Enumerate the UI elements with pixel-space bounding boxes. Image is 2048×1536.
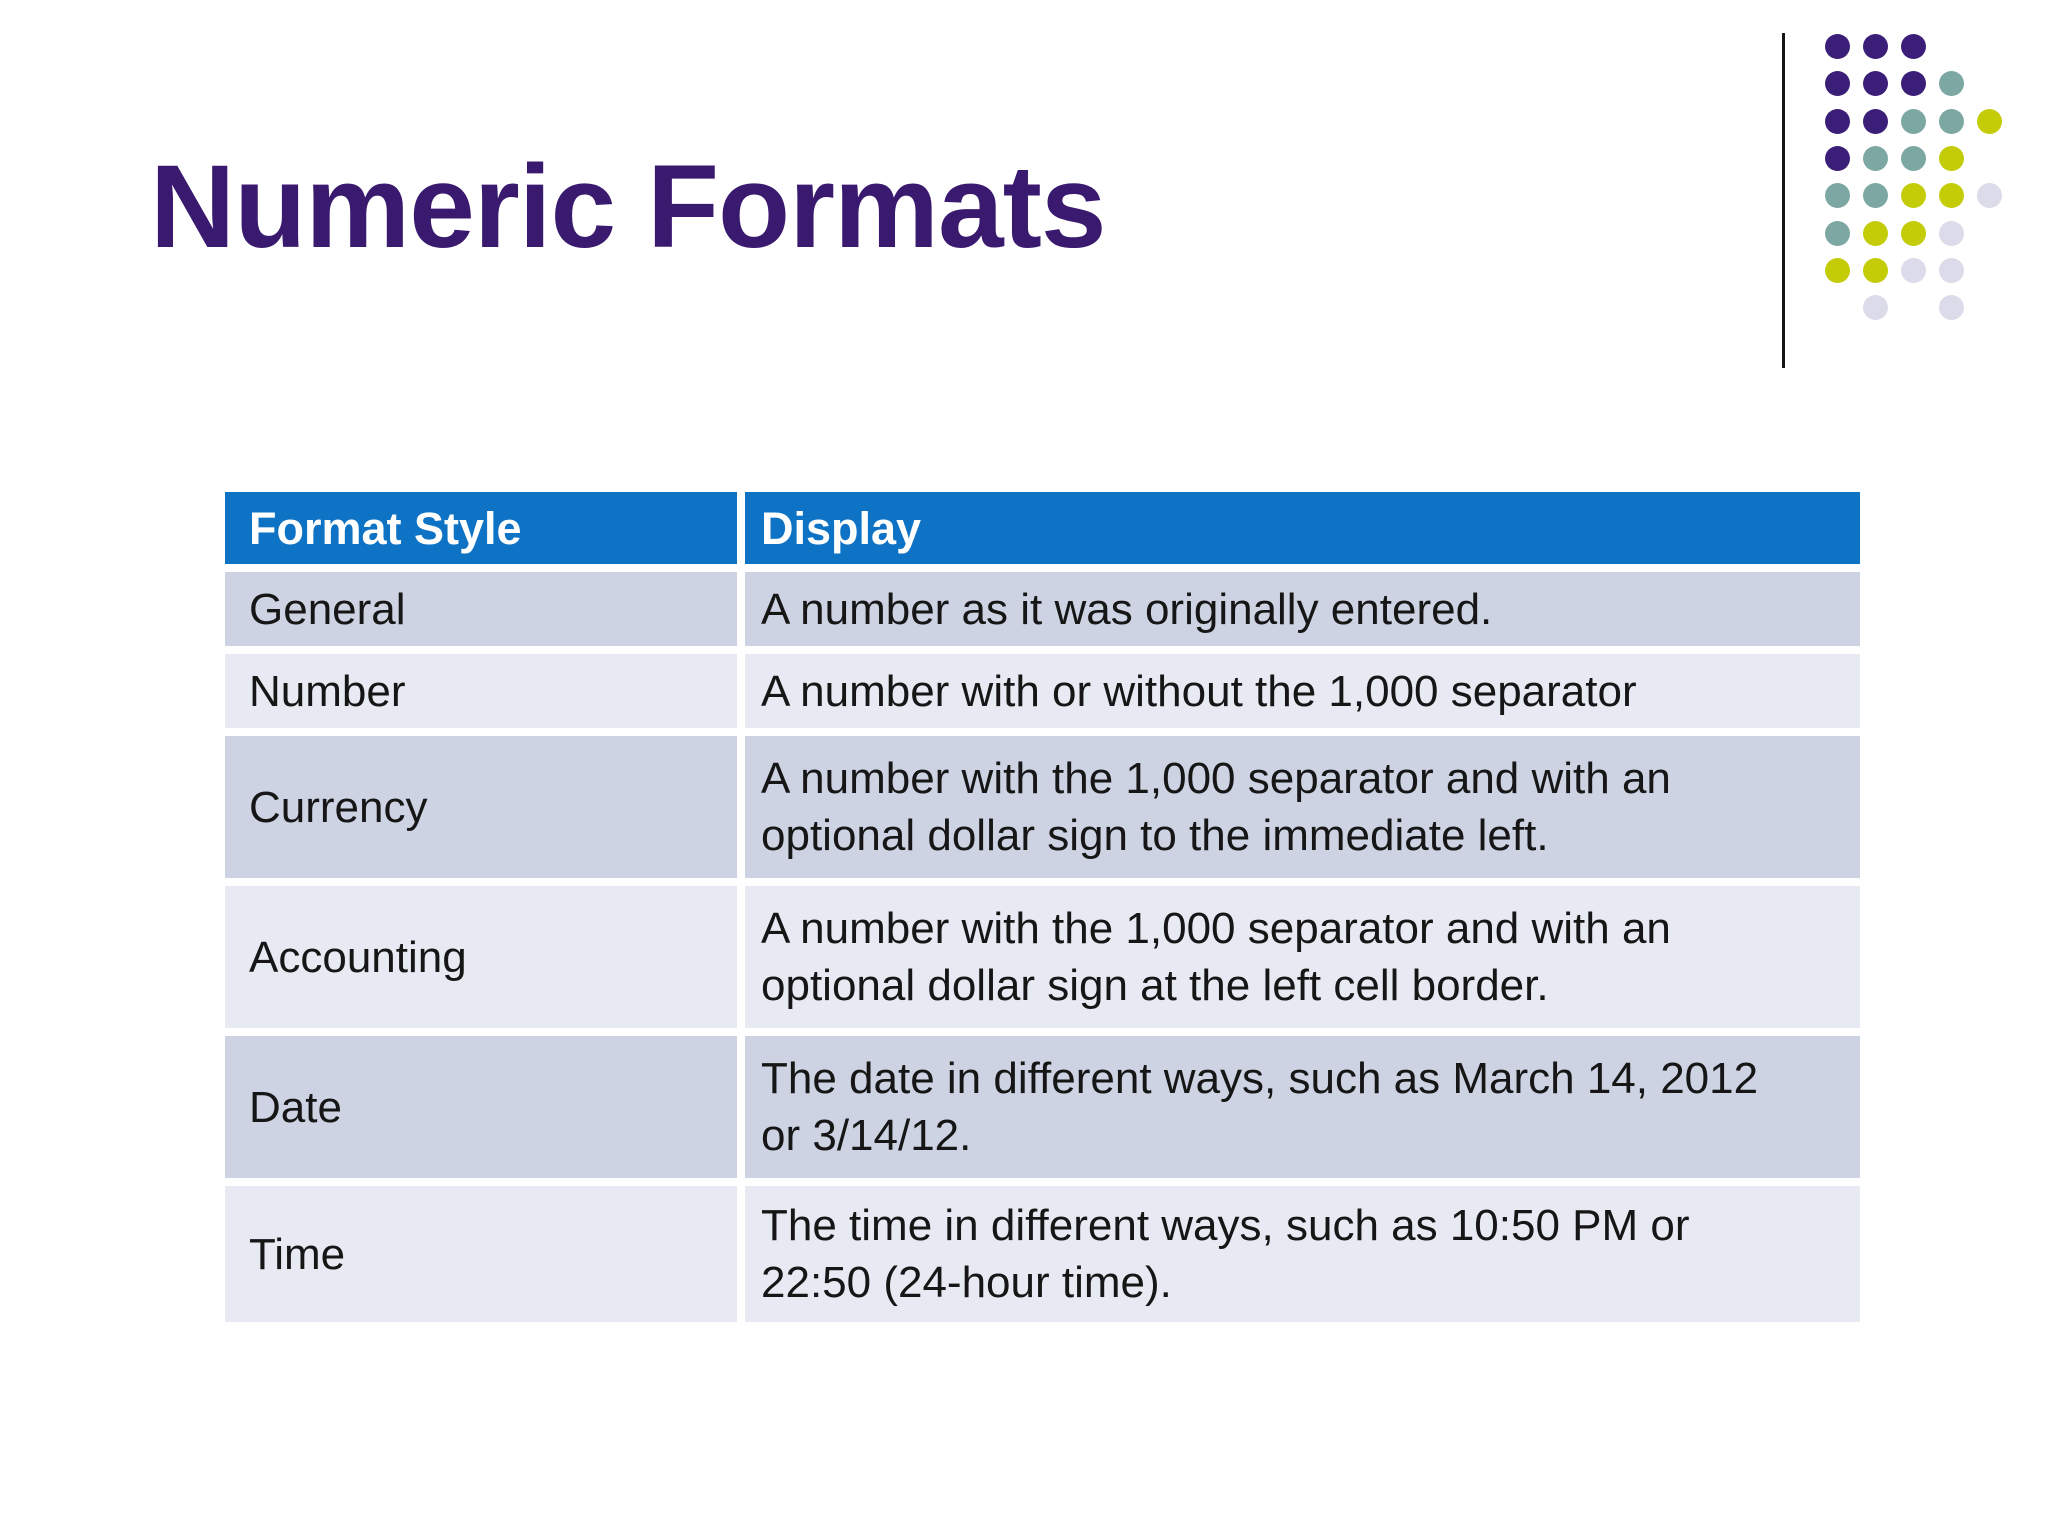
table-header-row: Format Style Display [225, 492, 1860, 564]
decoration-dot [1977, 183, 2002, 209]
decoration-vertical-line [1782, 33, 1785, 368]
cell-display: A number with or without the 1,000 separ… [745, 654, 1860, 728]
decoration-dot [1825, 108, 1850, 134]
cell-display: A number with the 1,000 separator and wi… [745, 886, 1860, 1028]
slide-title: Numeric Formats [150, 141, 1107, 273]
cell-display-line: optional dollar sign at the left cell bo… [761, 961, 1549, 1010]
decoration-dot [1825, 183, 1850, 209]
decoration-dot [1901, 71, 1926, 97]
cell-display: A number with the 1,000 separator and wi… [745, 736, 1860, 878]
cell-display-line: The date in different ways, such as Marc… [761, 1054, 1759, 1103]
decoration-dot [1863, 34, 1888, 59]
decoration-dot [1863, 145, 1888, 171]
decoration-dot [1901, 183, 1926, 209]
decoration-dot [1863, 295, 1888, 321]
cell-format-style: Number [225, 654, 737, 728]
cell-format-style: Accounting [225, 886, 737, 1028]
decoration-dot [1939, 295, 1964, 321]
cell-display-line: 22:50 (24-hour time). [761, 1258, 1172, 1307]
table-row: Number A number with or without the 1,000… [225, 654, 1860, 728]
decoration-dot [1901, 108, 1926, 134]
decoration-dot [1863, 257, 1888, 283]
cell-display: The time in different ways, such as 10:5… [745, 1186, 1860, 1322]
decoration-dot [1939, 257, 1964, 283]
decoration-dot [1901, 145, 1926, 171]
cell-display: A number as it was originally entered. [745, 572, 1860, 646]
decoration-dot [1863, 108, 1888, 134]
cell-display-line: A number as it was originally entered. [761, 584, 1493, 634]
decoration-dot [1901, 257, 1926, 283]
table-row: Currency A number with the 1,000 separato… [225, 736, 1860, 878]
numeric-formats-table: Format Style Display General A number as … [225, 492, 1860, 1322]
cell-display-line: The time in different ways, such as 10:5… [761, 1201, 1690, 1250]
cell-format-style: Time [225, 1186, 737, 1322]
cell-display-line: A number with or without the 1,000 separ… [761, 666, 1637, 716]
decoration-dot [1939, 108, 1964, 134]
cell-display-line: A number with the 1,000 separator and wi… [761, 754, 1671, 803]
decoration-dot-grid [1825, 34, 2045, 344]
decoration-dot [1939, 183, 1964, 209]
decoration-dot [1863, 183, 1888, 209]
cell-display: The date in different ways, such as Marc… [745, 1036, 1860, 1178]
cell-display-line: A number with the 1,000 separator and wi… [761, 904, 1671, 953]
decoration-dot [1939, 220, 1964, 246]
column-header-display: Display [745, 492, 1860, 564]
decoration-dot [1939, 145, 1964, 171]
decoration-dot [1863, 71, 1888, 97]
table-row: Time The time in different ways, such as … [225, 1186, 1860, 1322]
decoration-dot [1825, 145, 1850, 171]
decoration-dot [1825, 257, 1850, 283]
decoration-dot [1939, 71, 1964, 97]
table-row: General A number as it was originally ent… [225, 572, 1860, 646]
decoration-dot [1901, 220, 1926, 246]
decoration-dot [1825, 34, 1850, 59]
table-row: Accounting A number with the 1,000 separa… [225, 886, 1860, 1028]
cell-display-line: optional dollar sign to the immediate le… [761, 811, 1549, 860]
decoration-dot [1863, 220, 1888, 246]
table-row: Date The date in different ways, such as … [225, 1036, 1860, 1178]
cell-format-style: Date [225, 1036, 737, 1178]
decoration-dot [1825, 71, 1850, 97]
cell-display-line: or 3/14/12. [761, 1111, 972, 1160]
cell-format-style: General [225, 572, 737, 646]
cell-format-style: Currency [225, 736, 737, 878]
decoration-dot [1901, 34, 1926, 59]
decoration-dot [1825, 220, 1850, 246]
column-header-format-style: Format Style [225, 492, 737, 564]
decoration-dot [1977, 108, 2002, 134]
